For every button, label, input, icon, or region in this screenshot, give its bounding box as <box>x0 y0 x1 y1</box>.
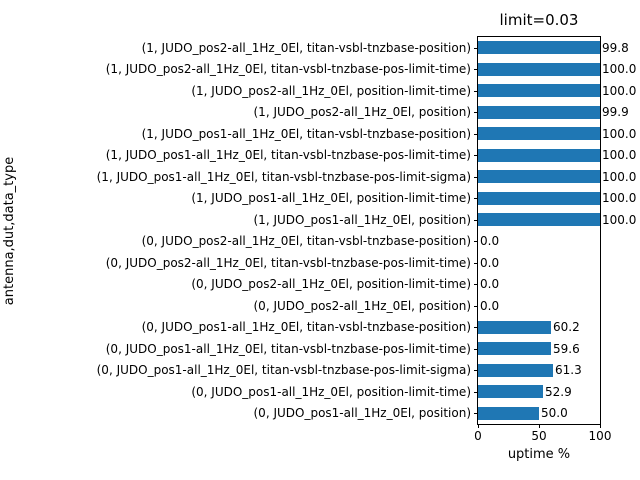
y-tick <box>474 392 478 393</box>
bar-value-label: 100.0 <box>602 213 637 227</box>
y-tick-label: (1, JUDO_pos1-all_1Hz_0El, titan-vsbl-tn… <box>96 170 471 184</box>
y-tick <box>474 112 478 113</box>
y-tick-label: (1, JUDO_pos2-all_1Hz_0El, titan-vsbl-tn… <box>105 62 471 76</box>
bar <box>478 106 600 119</box>
y-tick <box>474 69 478 70</box>
x-tick-label: 50 <box>531 429 547 443</box>
bar-value-label: 0.0 <box>480 299 500 313</box>
y-tick <box>474 177 478 178</box>
y-tick-label: (1, JUDO_pos2-all_1Hz_0El, position-limi… <box>191 84 471 98</box>
bar <box>478 342 551 355</box>
bar <box>478 364 553 377</box>
bar <box>478 407 539 420</box>
y-tick <box>474 306 478 307</box>
bar <box>478 192 600 205</box>
x-tick <box>478 424 479 428</box>
bar <box>478 321 551 334</box>
y-tick <box>474 134 478 135</box>
bar-value-label: 100.0 <box>602 148 637 162</box>
bar <box>478 63 600 76</box>
bar-value-label: 100.0 <box>602 127 637 141</box>
y-tick-label: (0, JUDO_pos2-all_1Hz_0El, position-limi… <box>191 277 471 291</box>
y-tick-label: (0, JUDO_pos1-all_1Hz_0El, position-limi… <box>191 385 471 399</box>
bar-value-label: 99.9 <box>602 105 629 119</box>
y-tick-label: (0, JUDO_pos2-all_1Hz_0El, position) <box>253 299 472 313</box>
y-tick-label: (1, JUDO_pos1-all_1Hz_0El, titan-vsbl-tn… <box>141 127 471 141</box>
y-tick <box>474 349 478 350</box>
y-tick-label: (1, JUDO_pos2-all_1Hz_0El, position) <box>253 105 472 119</box>
y-tick-label: (1, JUDO_pos1-all_1Hz_0El, titan-vsbl-tn… <box>105 148 471 162</box>
y-tick <box>474 91 478 92</box>
y-tick <box>474 327 478 328</box>
y-tick <box>474 241 478 242</box>
bar-value-label: 52.9 <box>545 385 572 399</box>
bar <box>478 84 600 97</box>
y-tick-label: (0, JUDO_pos1-all_1Hz_0El, titan-vsbl-tn… <box>141 320 471 334</box>
bar <box>478 149 600 162</box>
x-tick-label: 100 <box>588 429 612 443</box>
y-tick-label: (1, JUDO_pos1-all_1Hz_0El, position) <box>253 213 472 227</box>
bar-value-label: 100.0 <box>602 62 637 76</box>
y-tick <box>474 198 478 199</box>
bar-value-label: 100.0 <box>602 170 637 184</box>
y-tick-label: (0, JUDO_pos1-all_1Hz_0El, titan-vsbl-tn… <box>96 363 471 377</box>
bar-value-label: 59.6 <box>553 342 580 356</box>
chart-title: limit=0.03 <box>499 11 579 29</box>
bar <box>478 213 600 226</box>
y-tick <box>474 220 478 221</box>
bar <box>478 385 543 398</box>
y-tick <box>474 284 478 285</box>
bar-value-label: 50.0 <box>541 406 568 420</box>
bar <box>478 127 600 140</box>
bar-value-label: 100.0 <box>602 191 637 205</box>
bar <box>478 170 600 183</box>
y-tick <box>474 48 478 49</box>
bar <box>478 41 600 54</box>
bar-value-label: 0.0 <box>480 234 500 248</box>
y-tick <box>474 155 478 156</box>
y-tick-label: (1, JUDO_pos1-all_1Hz_0El, position-limi… <box>191 191 471 205</box>
bar-value-label: 61.3 <box>555 363 582 377</box>
y-tick-label: (0, JUDO_pos2-all_1Hz_0El, titan-vsbl-tn… <box>141 234 471 248</box>
y-tick-label: (0, JUDO_pos1-all_1Hz_0El, position) <box>253 406 472 420</box>
bar-value-label: 99.8 <box>602 41 629 55</box>
y-tick <box>474 413 478 414</box>
x-tick <box>600 424 601 428</box>
bar-value-label: 0.0 <box>480 277 500 291</box>
x-tick <box>539 424 540 428</box>
y-tick <box>474 263 478 264</box>
x-axis-label: uptime % <box>507 447 571 462</box>
bar-value-label: 100.0 <box>602 84 637 98</box>
y-tick-label: (0, JUDO_pos1-all_1Hz_0El, titan-vsbl-tn… <box>105 342 471 356</box>
y-tick-label: (0, JUDO_pos2-all_1Hz_0El, titan-vsbl-tn… <box>105 256 471 270</box>
y-tick-label: (1, JUDO_pos2-all_1Hz_0El, titan-vsbl-tn… <box>141 41 471 55</box>
bar-value-label: 0.0 <box>480 256 500 270</box>
bar-value-label: 60.2 <box>553 320 580 334</box>
y-tick <box>474 370 478 371</box>
x-tick-label: 0 <box>474 429 482 443</box>
